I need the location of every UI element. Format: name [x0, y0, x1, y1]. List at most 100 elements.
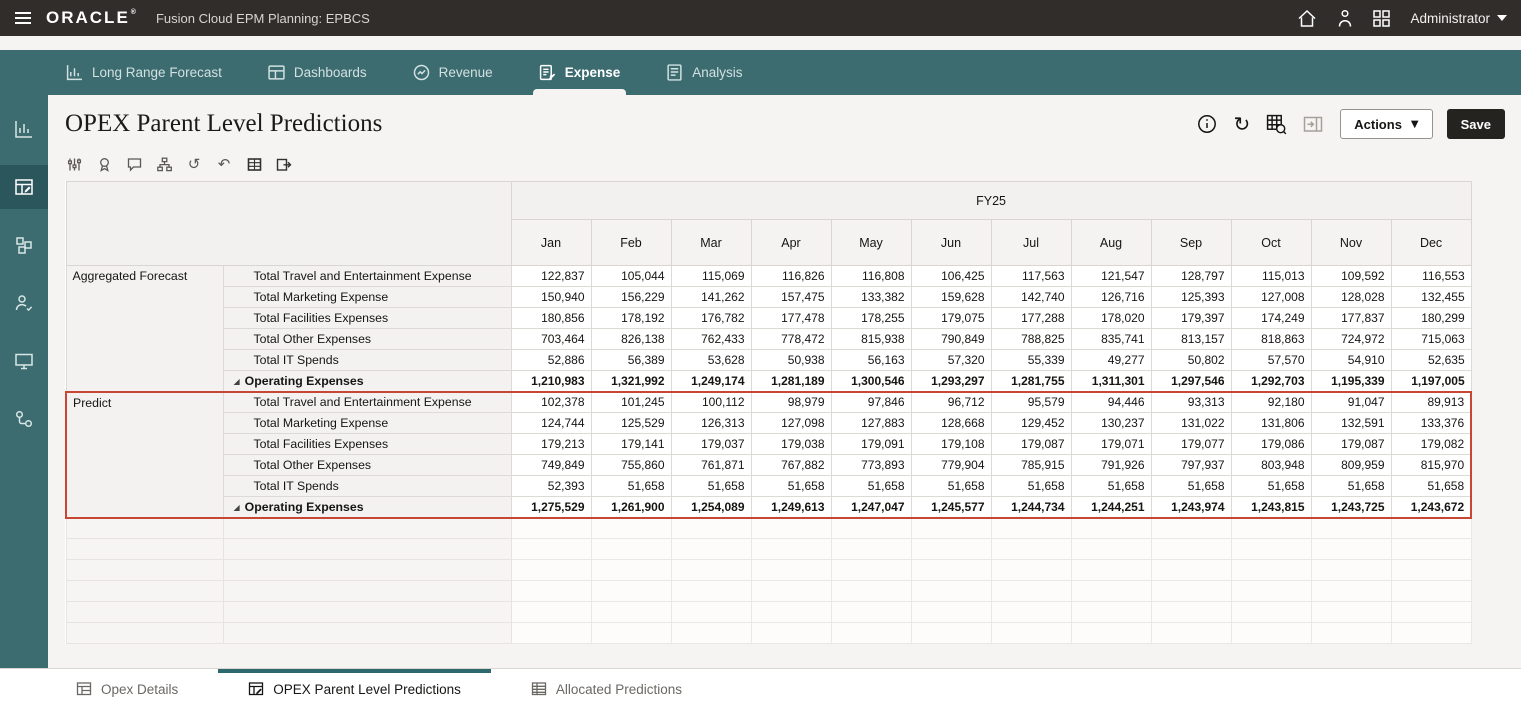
data-cell[interactable]: 1,297,546	[1150, 370, 1232, 392]
data-cell[interactable]: 116,808	[830, 265, 912, 287]
data-cell[interactable]: 1,243,815	[1230, 496, 1312, 519]
data-cell[interactable]: 127,008	[1230, 286, 1312, 308]
data-cell[interactable]: 815,938	[830, 328, 912, 350]
data-cell[interactable]: 178,020	[1070, 307, 1152, 329]
month-column-header[interactable]: Aug	[1070, 219, 1152, 266]
data-cell[interactable]: 1,243,725	[1310, 496, 1392, 519]
data-cell[interactable]: 177,837	[1310, 307, 1392, 329]
tab-revenue[interactable]: Revenue	[405, 50, 501, 95]
data-cell[interactable]: 127,098	[750, 412, 832, 434]
month-column-header[interactable]: Jun	[910, 219, 992, 266]
rail-item-dimensions[interactable]	[0, 223, 48, 267]
row-header-cell[interactable]: Total IT Spends	[222, 475, 512, 497]
data-cell[interactable]: 52,393	[510, 475, 592, 497]
rail-item-forms[interactable]	[0, 165, 48, 209]
data-cell[interactable]: 826,138	[590, 328, 672, 350]
seal-icon[interactable]	[91, 152, 117, 176]
data-cell[interactable]: 49,277	[1070, 349, 1152, 371]
data-cell[interactable]: 761,871	[670, 454, 752, 476]
data-cell[interactable]: 150,940	[510, 286, 592, 308]
data-cell[interactable]: 715,063	[1390, 328, 1472, 350]
data-cell[interactable]: 102,378	[510, 390, 592, 413]
data-cell[interactable]: 51,658	[1310, 475, 1392, 497]
collapse-triangle-icon[interactable]: ◢	[233, 376, 240, 386]
data-cell[interactable]: 179,141	[590, 433, 672, 455]
data-cell[interactable]: 813,157	[1150, 328, 1232, 350]
data-cell[interactable]: 97,846	[830, 390, 912, 413]
data-cell[interactable]: 703,464	[510, 328, 592, 350]
data-cell[interactable]: 91,047	[1310, 390, 1392, 413]
data-cell[interactable]: 177,478	[750, 307, 832, 329]
data-cell[interactable]: 125,529	[590, 412, 672, 434]
data-cell[interactable]: 779,904	[910, 454, 992, 476]
month-column-header[interactable]: Jul	[990, 219, 1072, 266]
data-cell[interactable]: 174,249	[1230, 307, 1312, 329]
data-cell[interactable]: 50,802	[1150, 349, 1232, 371]
menu-icon[interactable]	[14, 11, 32, 25]
month-column-header[interactable]: Oct	[1230, 219, 1312, 266]
data-cell[interactable]: 109,592	[1310, 265, 1392, 287]
rail-item-users[interactable]	[0, 281, 48, 325]
home-icon[interactable]	[1297, 9, 1317, 28]
month-column-header[interactable]: Feb	[590, 219, 672, 266]
data-cell[interactable]: 1,321,992	[590, 370, 672, 392]
data-cell[interactable]: 1,293,297	[910, 370, 992, 392]
tab-long-range-forecast[interactable]: Long Range Forecast	[58, 50, 230, 95]
data-cell[interactable]: 773,893	[830, 454, 912, 476]
data-cell[interactable]: 178,192	[590, 307, 672, 329]
month-column-header[interactable]: Mar	[670, 219, 752, 266]
refresh-icon[interactable]: ↻	[1233, 112, 1251, 136]
data-cell[interactable]: 179,082	[1390, 433, 1473, 455]
data-cell[interactable]: 1,281,755	[990, 370, 1072, 392]
data-cell[interactable]: 51,658	[910, 475, 992, 497]
tab-expense[interactable]: Expense	[531, 50, 629, 95]
data-cell[interactable]: 51,658	[750, 475, 832, 497]
data-cell[interactable]: 1,243,672	[1390, 496, 1473, 519]
data-cell[interactable]: 179,038	[750, 433, 832, 455]
data-cell[interactable]: 116,553	[1390, 265, 1472, 287]
data-cell[interactable]: 51,658	[1070, 475, 1152, 497]
row-header-cell[interactable]: ◢ Operating Expenses	[222, 370, 512, 392]
bottom-tab-opex-parent-level-predictions[interactable]: OPEX Parent Level Predictions	[218, 669, 491, 709]
data-cell[interactable]: 92,180	[1230, 390, 1312, 413]
data-cell[interactable]: 132,591	[1310, 412, 1392, 434]
data-cell[interactable]: 124,744	[510, 412, 592, 434]
data-cell[interactable]: 95,579	[990, 390, 1072, 413]
row-header-cell[interactable]: Total Facilities Expenses	[222, 433, 512, 455]
data-cell[interactable]: 1,254,089	[670, 496, 752, 519]
data-cell[interactable]: 133,376	[1390, 412, 1473, 434]
data-cell[interactable]: 179,108	[910, 433, 992, 455]
detach-icon[interactable]	[271, 152, 297, 176]
data-cell[interactable]: 55,339	[990, 349, 1072, 371]
data-cell[interactable]: 1,300,546	[830, 370, 912, 392]
rail-item-console[interactable]	[0, 339, 48, 383]
row-header-cell[interactable]: Total Other Expenses	[222, 454, 512, 476]
data-cell[interactable]: 767,882	[750, 454, 832, 476]
data-cell[interactable]: 96,712	[910, 390, 992, 413]
row-header-cell[interactable]: Total Travel and Entertainment Expense	[222, 390, 512, 413]
data-cell[interactable]: 788,825	[990, 328, 1072, 350]
data-cell[interactable]: 51,658	[1150, 475, 1232, 497]
data-cell[interactable]: 749,849	[510, 454, 592, 476]
grid-search-icon[interactable]	[1266, 114, 1287, 135]
data-cell[interactable]: 57,320	[910, 349, 992, 371]
adjust-icon[interactable]	[61, 152, 87, 176]
data-cell[interactable]: 1,243,974	[1150, 496, 1232, 519]
data-cell[interactable]: 126,716	[1070, 286, 1152, 308]
data-cell[interactable]: 98,979	[750, 390, 832, 413]
data-cell[interactable]: 762,433	[670, 328, 752, 350]
data-cell[interactable]: 115,013	[1230, 265, 1312, 287]
data-cell[interactable]: 179,086	[1230, 433, 1312, 455]
data-grid-icon[interactable]	[241, 152, 267, 176]
data-cell[interactable]: 179,091	[830, 433, 912, 455]
data-cell[interactable]: 815,970	[1390, 454, 1473, 476]
data-cell[interactable]: 51,658	[670, 475, 752, 497]
data-cell[interactable]: 180,856	[510, 307, 592, 329]
data-cell[interactable]: 1,281,189	[750, 370, 832, 392]
data-cell[interactable]: 50,938	[750, 349, 832, 371]
data-cell[interactable]: 755,860	[590, 454, 672, 476]
bottom-tab-opex-details[interactable]: Opex Details	[64, 669, 190, 709]
data-cell[interactable]: 790,849	[910, 328, 992, 350]
bottom-tab-allocated-predictions[interactable]: Allocated Predictions	[519, 669, 694, 709]
data-cell[interactable]: 128,668	[910, 412, 992, 434]
